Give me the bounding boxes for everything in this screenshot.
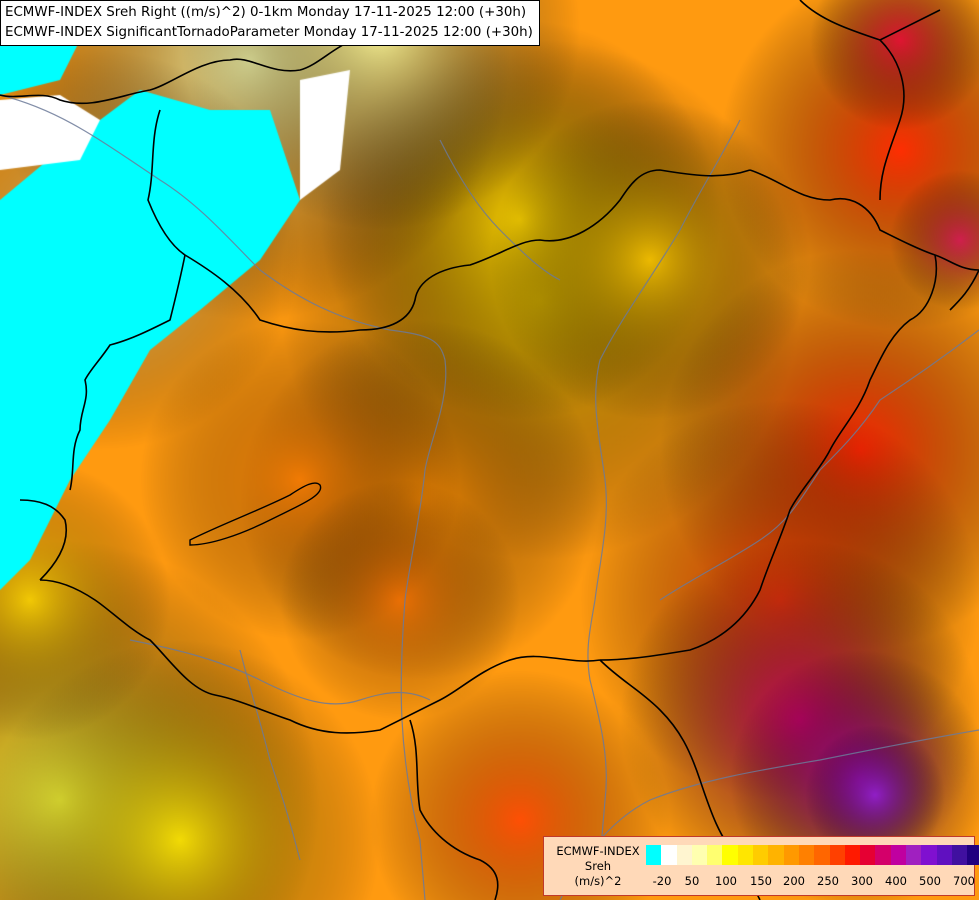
river-east (659, 329, 979, 601)
legend-swatch (691, 845, 708, 865)
color-legend: ECMWF-INDEX Sreh (m/s)^2 -20 50 100 150 200 2… (543, 836, 979, 896)
legend-swatch (707, 845, 723, 865)
legend-swatch (829, 845, 845, 865)
legend-swatch (967, 845, 979, 865)
legend-source: ECMWF-INDEX (556, 844, 640, 858)
legend-tick-label: 300 (851, 874, 873, 888)
legend-swatch (676, 845, 692, 865)
map-title-stp: ECMWF-INDEX SignificantTornadoParameter … (5, 25, 533, 40)
legend-swatch (646, 845, 662, 865)
border-serbia-croatia (409, 719, 499, 900)
legend-label: ECMWF-INDEX Sreh (m/s)^2 (550, 844, 646, 889)
river-drava (129, 639, 431, 705)
legend-swatch (661, 845, 677, 865)
legend-swatch (768, 845, 784, 865)
border-serbia-romania (599, 659, 761, 900)
legend-tick-label: 50 (684, 874, 700, 888)
border-far-north (799, 0, 941, 41)
river-danube (0, 94, 447, 900)
legend-units: (m/s)^2 (574, 874, 622, 888)
legend-tick-row: -20 50 100 150 200 250 300 400 500 700 (646, 874, 976, 890)
legend-swatch (737, 845, 754, 865)
legend-tick-label: 500 (919, 874, 941, 888)
border-czech-slovakia (0, 39, 361, 105)
legend-swatch (860, 845, 876, 865)
map-title-box: ECMWF-INDEX Sreh Right ((m/s)^2) 0-1km M… (0, 0, 540, 46)
border-romania-east (879, 39, 905, 201)
legend-swatch (814, 845, 830, 865)
border-hungary-north (749, 169, 979, 271)
legend-tick-label: 200 (783, 874, 805, 888)
border-hungary-east (599, 254, 937, 661)
legend-swatch (783, 845, 799, 865)
legend-swatch (906, 845, 922, 865)
river-lines (0, 94, 979, 900)
river-north (439, 139, 561, 281)
river-tisza (587, 119, 741, 861)
border-romania-south (949, 269, 979, 311)
legend-swatch (844, 845, 861, 865)
legend-variable: Sreh (584, 859, 612, 873)
legend-tick-label: -20 (652, 874, 672, 888)
legend-swatch (798, 845, 815, 865)
legend-swatch (875, 845, 891, 865)
border-austria-czech (147, 109, 751, 333)
river-west (239, 649, 301, 861)
legend-swatch (951, 845, 968, 865)
legend-tick-label: 400 (885, 874, 907, 888)
legend-swatch-row (646, 845, 979, 865)
legend-swatch (753, 845, 769, 865)
legend-swatch (921, 845, 937, 865)
legend-tick-label: 250 (817, 874, 839, 888)
legend-swatch (890, 845, 907, 865)
border-austria-slovenia (19, 499, 67, 581)
lake-balaton (189, 482, 322, 546)
map-title-sreh: ECMWF-INDEX Sreh Right ((m/s)^2) 0-1km M… (5, 5, 527, 20)
legend-tick-label: 700 (953, 874, 975, 888)
border-hungary-south (39, 579, 601, 734)
legend-swatch (936, 845, 952, 865)
legend-tick-label: 100 (715, 874, 737, 888)
border-austria-hungary (69, 254, 186, 491)
legend-tick-label: 150 (750, 874, 772, 888)
legend-swatch (722, 845, 738, 865)
